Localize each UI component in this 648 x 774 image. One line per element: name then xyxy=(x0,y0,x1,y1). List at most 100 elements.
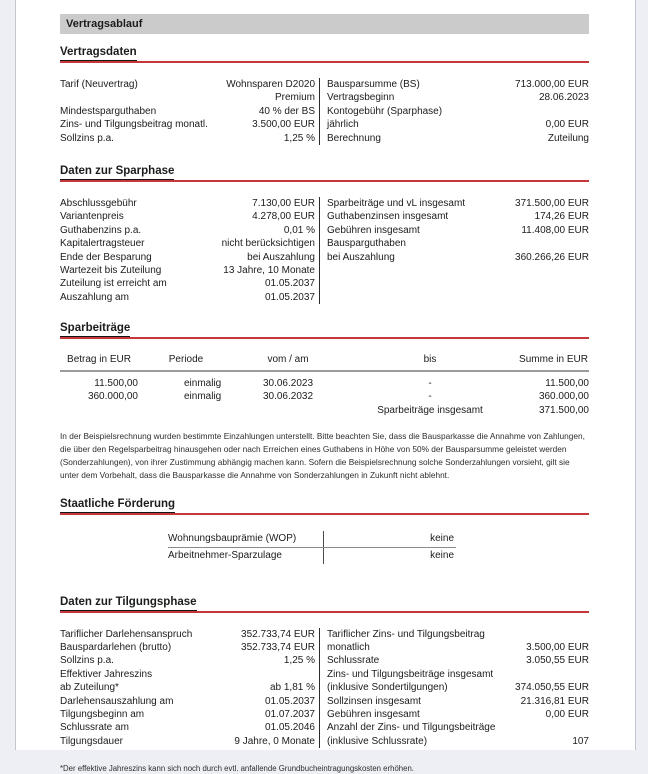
cell-periode: einmalig xyxy=(184,391,222,403)
foerderung-row: Wohnungsbauprämie (WOP) keine xyxy=(168,530,456,548)
field-row: Guthabenzins p.a. 0,01 % xyxy=(60,224,315,237)
field-row: Schlussrate am 01.05.2046 xyxy=(60,721,315,734)
field-row: ab Zuteilung* ab 1,81 % xyxy=(60,681,315,694)
effective-interest-footnote: *Der effektive Jahreszins kann sich noch… xyxy=(60,764,414,774)
field-value: 01.05.2037 xyxy=(264,695,315,707)
field-value: bei Auszahlung xyxy=(247,251,315,263)
field-label: Sparbeiträge und vL insgesamt xyxy=(327,198,466,210)
field-row: Tilgungsbeginn am 01.07.2037 xyxy=(60,708,315,721)
field-row: Premium xyxy=(60,91,315,104)
tilgungsphase-left-column: Tariflicher Darlehensanspruch 352.733,74 … xyxy=(60,627,320,749)
field-row: Wartezeit bis Zuteilung 13 Jahre, 10 Mona… xyxy=(60,264,315,277)
section-title: Staatliche Förderung xyxy=(60,498,176,513)
field-value: 3.500,00 EUR xyxy=(252,119,315,131)
cell-vom: 30.06.2023 xyxy=(262,377,314,389)
field-value: 21.316,81 EUR xyxy=(520,695,589,707)
section-title: Daten zur Tilgungsphase xyxy=(60,596,197,611)
field-label: Bausparsumme (BS) xyxy=(327,79,420,90)
cell-vom: 30.06.2032 xyxy=(262,391,314,403)
field-value: 28.06.2023 xyxy=(538,92,589,104)
table-header-row: Betrag in EUR Periode vom / am bis Summe… xyxy=(60,353,589,372)
field-value: 0,00 EUR xyxy=(545,119,589,131)
field-row: Bausparsumme (BS) 713.000,00 EUR xyxy=(327,78,589,91)
field-label: Kontogebühr (Sparphase) xyxy=(327,105,443,117)
field-value: 01.07.2037 xyxy=(264,708,315,720)
cell-empty xyxy=(60,404,138,417)
field-value: 40 % der BS xyxy=(258,105,315,117)
field-label: Auszahlung am xyxy=(60,291,129,303)
section-heading-foerderung: Staatliche Förderung xyxy=(60,496,589,515)
document-content: Vertragsablauf Vertragsdaten Tarif (Neuv… xyxy=(16,0,635,774)
field-row: bei Auszahlung 360.266,26 EUR xyxy=(327,251,589,264)
field-value: 107 xyxy=(572,735,589,747)
field-label: Schlussrate xyxy=(327,655,380,667)
field-label: jährlich xyxy=(327,119,359,131)
field-row: Auszahlung am 01.05.2037 xyxy=(60,291,315,304)
document-title-banner: Vertragsablauf xyxy=(60,14,589,34)
field-row: Tariflicher Darlehensanspruch 352.733,74 … xyxy=(60,628,315,641)
tilgungsphase-right-column: Tariflicher Zins- und Tilgungsbeitrag mo… xyxy=(320,628,589,749)
column-header: Betrag in EUR xyxy=(67,354,131,366)
document-page: Vertragsablauf Vertragsdaten Tarif (Neuv… xyxy=(15,0,636,773)
field-label: Sollzins p.a. xyxy=(60,655,114,667)
field-label: Tariflicher Darlehensanspruch xyxy=(60,628,193,640)
field-row: Tarif (Neuvertrag) Wohnsparen D2020 xyxy=(60,78,315,91)
field-label: Mindestsparguthaben xyxy=(60,105,157,117)
field-label: Darlehensauszahlung am xyxy=(60,695,174,707)
total-value: 371.500,00 xyxy=(538,404,589,416)
field-value: 01.05.2037 xyxy=(264,278,315,290)
field-row: Berechnung Zuteilung xyxy=(327,132,589,145)
cell-bis: - xyxy=(428,391,432,403)
column-header: Periode xyxy=(168,354,204,366)
sparphase-right-column: Sparbeiträge und vL insgesamt 371.500,00 … xyxy=(320,197,589,304)
field-label: ab Zuteilung* xyxy=(60,682,119,694)
field-value: ab 1,81 % xyxy=(269,682,315,694)
field-label: Wartezeit bis Zuteilung xyxy=(60,265,162,277)
field-label: Abschlussgebühr xyxy=(60,198,137,210)
field-row: Zins- und Tilgungsbeitrag monatl. 3.500,0… xyxy=(60,118,315,131)
field-label: Bausparguthaben xyxy=(327,238,406,250)
field-label: Bauspardarlehen (brutto) xyxy=(60,641,172,653)
field-value: 4.278,00 EUR xyxy=(252,211,315,223)
section-heading-vertragsdaten: Vertragsdaten xyxy=(60,44,589,63)
field-label: monatlich xyxy=(327,641,370,653)
field-row: Bausparguthaben xyxy=(327,237,589,250)
field-label: Zins- und Tilgungsbeiträge insgesamt xyxy=(327,668,494,680)
field-label: Effektiver Jahreszins xyxy=(60,668,153,680)
field-value: keine xyxy=(430,532,454,544)
field-value: 1,25 % xyxy=(283,655,315,667)
vertragsdaten-right-column: Bausparsumme (BS) 713.000,00 EUR Vertrags… xyxy=(320,78,589,145)
field-label: (inklusive Sondertilgungen) xyxy=(327,682,448,694)
field-label: Gebühren insgesamt xyxy=(327,708,420,720)
field-value: Premium xyxy=(274,92,315,104)
field-value: 0,01 % xyxy=(283,224,315,236)
field-label: Berechnung xyxy=(327,132,381,144)
section-heading-tilgungsphase: Daten zur Tilgungsphase xyxy=(60,594,589,613)
section-title: Daten zur Sparphase xyxy=(60,165,175,181)
field-value: 352.733,74 EUR xyxy=(241,628,315,640)
field-row: Variantenpreis 4.278,00 EUR xyxy=(60,210,315,223)
column-header: vom / am xyxy=(267,354,309,366)
field-value: 3.050,55 EUR xyxy=(526,655,589,667)
field-row: Sollzins p.a. 1,25 % xyxy=(60,654,315,667)
field-row: Schlussrate 3.050,55 EUR xyxy=(327,654,589,667)
field-value: nicht berücksichtigen xyxy=(221,238,315,250)
field-row: Tilgungsdauer 9 Jahre, 0 Monate xyxy=(60,735,315,748)
field-row: Sparbeiträge und vL insgesamt 371.500,00 … xyxy=(327,197,589,210)
field-value: keine xyxy=(430,549,454,561)
cell-betrag: 360.000,00 xyxy=(87,391,138,403)
field-row: Tariflicher Zins- und Tilgungsbeitrag xyxy=(327,628,589,641)
foerderung-row: Arbeitnehmer-Sparzulage keine xyxy=(168,547,456,564)
field-row: Sollzins p.a. 1,25 % xyxy=(60,132,315,145)
section-heading-sparphase: Daten zur Sparphase xyxy=(60,163,589,183)
field-row: Sollzinsen insgesamt 21.316,81 EUR xyxy=(327,695,589,708)
vertragsdaten-left-column: Tarif (Neuvertrag) Wohnsparen D2020 Premi… xyxy=(60,78,320,146)
field-label: Guthabenzins p.a. xyxy=(60,224,142,236)
sparbeitraege-table: Betrag in EUR Periode vom / am bis Summe… xyxy=(60,353,589,417)
field-row: Darlehensauszahlung am 01.05.2037 xyxy=(60,695,315,708)
column-header: bis xyxy=(423,354,437,366)
field-row: jährlich 0,00 EUR xyxy=(327,118,589,131)
table-row: 11.500,00 einmalig 30.06.2023 - 11.500,0… xyxy=(60,377,589,390)
foerderung-table: Wohnungsbauprämie (WOP) keine Arbeitnehm… xyxy=(168,530,456,564)
field-label: Schlussrate am xyxy=(60,722,129,734)
